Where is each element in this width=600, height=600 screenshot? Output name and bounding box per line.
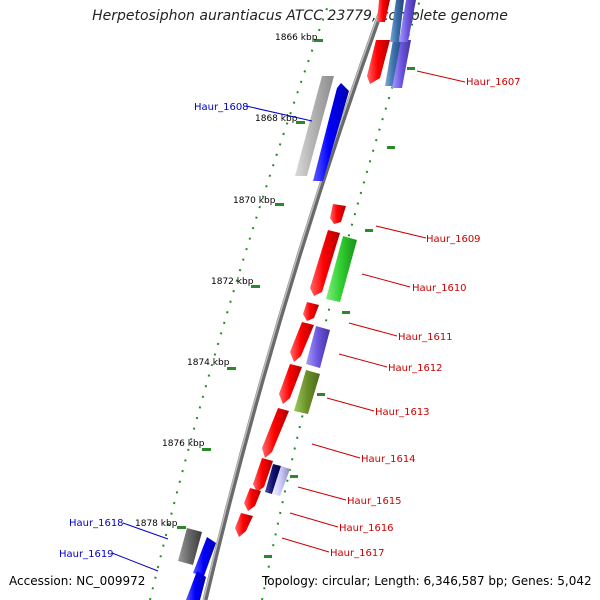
scale-tick-label: 1872 kbp [211,277,254,287]
scale-tick-label: 1866 kbp [275,33,318,43]
gene-feature[interactable] [265,464,281,494]
gene-feature[interactable] [310,230,340,296]
gene-feature[interactable] [272,466,290,496]
gene-label[interactable]: Haur_1614 [361,454,416,465]
gene-feature[interactable] [294,370,320,414]
gene-feature[interactable] [262,408,289,458]
scale-tick [296,121,305,124]
leader-line [122,522,169,540]
gene-label[interactable]: Haur_1616 [339,523,394,534]
gene-label[interactable]: Haur_1618 [69,518,124,529]
scale-tick-label: 1878 kbp [135,519,178,529]
genome-summary-text: Topology: circular; Length: 6,346,587 bp… [262,574,592,588]
gene-feature[interactable] [306,326,330,368]
gene-label[interactable]: Haur_1619 [59,549,114,560]
gene-feature[interactable] [367,40,390,84]
gene-feature[interactable] [178,528,202,565]
scale-tick-label: 1876 kbp [162,439,205,449]
gene-feature[interactable] [330,204,346,224]
scale-tick [177,526,186,529]
scale-tick [227,367,236,370]
leader-line [311,443,361,459]
scale-tick [314,39,323,42]
scale-tick [251,285,260,288]
scale-tick-label: 1868 kbp [255,114,298,124]
gene-feature[interactable] [186,571,206,600]
gene-feature[interactable] [295,76,334,176]
leader-line [289,512,339,528]
gene-label[interactable]: Haur_1615 [347,496,402,507]
gene-feature[interactable] [313,83,349,181]
gene-feature[interactable] [385,40,403,86]
gene-label[interactable]: Haur_1613 [375,407,430,418]
gene-label[interactable]: Haur_1612 [388,363,443,374]
inner-guide-arc [149,0,331,600]
gene-label[interactable]: Haur_1608 [194,102,249,113]
forward-strand-genes [178,76,349,600]
scale-ticks [177,39,415,558]
leader-line [338,353,388,368]
leader-line [361,273,411,288]
scale-tick [275,203,284,206]
leader-line [348,322,398,337]
gene-label[interactable]: Haur_1610 [412,283,467,294]
gene-feature[interactable] [303,302,319,321]
gene-feature[interactable] [253,458,273,492]
gene-feature[interactable] [244,488,261,511]
reverse-strand-genes [235,0,416,537]
leader-line [111,552,159,572]
gene-label[interactable]: Haur_1607 [466,77,521,88]
accession-text: Accession: NC_009972 [9,574,146,588]
gene-label[interactable]: Haur_1611 [398,332,453,343]
gene-feature[interactable] [326,236,357,302]
leader-line [326,397,375,412]
leader-line [281,537,330,553]
leader-line [297,486,347,501]
gene-feature[interactable] [290,322,314,362]
genome-backbone [202,0,388,600]
gene-feature[interactable] [235,513,253,537]
scale-tick-label: 1874 kbp [187,358,230,368]
gene-feature[interactable] [279,364,302,404]
leader-line [375,225,427,239]
gene-feature[interactable] [193,537,216,576]
gene-label[interactable]: Haur_1617 [330,548,385,559]
scale-tick-label: 1870 kbp [233,196,276,206]
gene-label[interactable]: Haur_1609 [426,234,481,245]
scale-tick [202,448,211,451]
leader-line [245,105,313,122]
leader-line [416,70,466,83]
gene-feature[interactable] [392,40,411,88]
